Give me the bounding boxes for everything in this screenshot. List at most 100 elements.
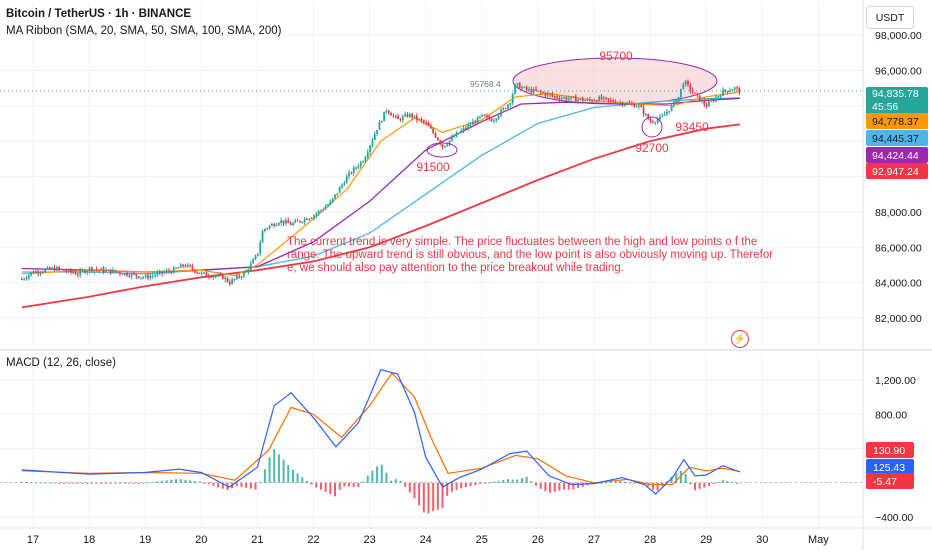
low-circle-91500	[426, 142, 458, 158]
candle-body	[514, 84, 516, 95]
range-high-zone	[512, 57, 718, 105]
price-badge-label: 94,835.78	[872, 88, 919, 100]
candle-body	[413, 115, 416, 118]
candle-body	[210, 276, 213, 278]
candle-body	[425, 122, 428, 124]
candle-body	[500, 109, 502, 116]
macd-histogram-bar	[693, 482, 696, 491]
macd-histogram-bar	[656, 482, 659, 491]
macd-histogram-bar	[179, 479, 182, 483]
macd-histogram-bar	[441, 482, 444, 509]
candle-body	[41, 271, 44, 273]
macd-histogram-bar	[58, 482, 61, 484]
candle-body	[612, 100, 615, 103]
annotation-93450: 93450	[675, 120, 709, 134]
candle-body	[633, 104, 636, 108]
macd-histogram-bar	[156, 481, 159, 483]
candle-body	[275, 224, 278, 226]
macd-histogram-bar	[170, 479, 173, 483]
candle-body	[165, 270, 168, 273]
candle-body	[128, 275, 131, 277]
candle-body	[67, 269, 70, 272]
macd-badge	[866, 442, 914, 458]
candle-body	[511, 94, 514, 104]
macd-title[interactable]: MACD (12, 26, close)	[6, 357, 116, 369]
candle-body	[149, 276, 152, 279]
candle-body	[441, 144, 444, 148]
candle-body	[228, 281, 231, 284]
candle-body	[62, 269, 65, 271]
macd-histogram-bar	[137, 482, 140, 484]
candle-body	[675, 101, 678, 103]
candle-body	[729, 90, 731, 92]
candle-body	[546, 93, 549, 96]
candle-body	[598, 96, 601, 102]
macd-histogram-bar	[651, 482, 654, 490]
macd-histogram-bar	[492, 481, 495, 483]
candle-body	[602, 97, 605, 100]
candle-body	[34, 271, 37, 274]
chart-header: Bitcoin / TetherUS · 1h · BINANCE MA Rib…	[6, 6, 281, 40]
macd-histogram-bar	[567, 482, 570, 490]
candle-body	[168, 270, 170, 272]
candle-body	[570, 96, 572, 99]
candle-body	[516, 83, 519, 85]
macd-histogram-bar	[20, 481, 23, 483]
candle-body	[245, 271, 248, 273]
macd-histogram-bar	[408, 482, 411, 493]
candle-body	[27, 275, 30, 279]
candle-body	[418, 118, 421, 120]
macd-histogram-bar	[474, 482, 477, 486]
price-badge-label: 94,778.37	[872, 116, 919, 128]
candle-body	[563, 97, 565, 99]
macd-badge-label: -5.47	[873, 476, 897, 488]
candle-body	[443, 145, 446, 148]
indicator-title[interactable]: MA Ribbon (SMA, 20, SMA, 50, SMA, 100, S…	[6, 25, 282, 37]
candle-body	[659, 116, 661, 120]
candle-body	[193, 269, 196, 273]
lightning-icon[interactable]: ⚡	[731, 330, 749, 348]
macd-histogram-bar	[245, 482, 248, 488]
candle-body	[626, 103, 629, 105]
macd-histogram-bar	[675, 473, 678, 483]
candle-body	[593, 100, 596, 102]
macd-histogram-bar	[726, 481, 729, 483]
currency-button[interactable]: USDT	[866, 6, 914, 29]
macd-histogram-bar	[25, 482, 28, 484]
candle-body	[261, 231, 264, 243]
candle-body	[306, 218, 308, 220]
time-tick-label: 17	[27, 534, 39, 546]
candle-body	[231, 279, 234, 284]
candle-body	[112, 269, 114, 274]
macd-histogram-bar	[128, 482, 131, 484]
candle-body	[682, 84, 685, 89]
macd-histogram-bar	[432, 482, 435, 512]
candle-body	[680, 88, 682, 98]
time-tick-label: 27	[588, 534, 600, 546]
time-tick-label: 23	[363, 534, 375, 546]
macd-histogram-bar	[109, 482, 112, 484]
candle-body	[502, 107, 505, 110]
macd-histogram-bar	[76, 482, 79, 484]
macd-histogram-bar	[684, 473, 687, 483]
time-tick-label: 21	[251, 534, 263, 546]
candle-body	[380, 121, 383, 123]
candle-body	[392, 115, 395, 117]
macd-histogram-bar	[329, 482, 332, 495]
candle-body	[147, 275, 149, 279]
candle-body	[76, 274, 79, 276]
candle-body	[205, 272, 208, 276]
price-tick-label: 82,000.00	[875, 313, 922, 325]
macd-histogram-bar	[455, 482, 458, 490]
candle-body	[607, 98, 610, 100]
candle-body	[292, 222, 294, 225]
macd-histogram-bar	[628, 482, 631, 484]
candle-body	[670, 104, 673, 111]
candle-body	[46, 267, 49, 270]
candle-body	[572, 96, 575, 98]
price-badge	[866, 113, 928, 129]
price-tick-label: 96,000.00	[875, 65, 922, 77]
symbol-title[interactable]: Bitcoin / TetherUS · 1h · BINANCE	[6, 8, 192, 20]
